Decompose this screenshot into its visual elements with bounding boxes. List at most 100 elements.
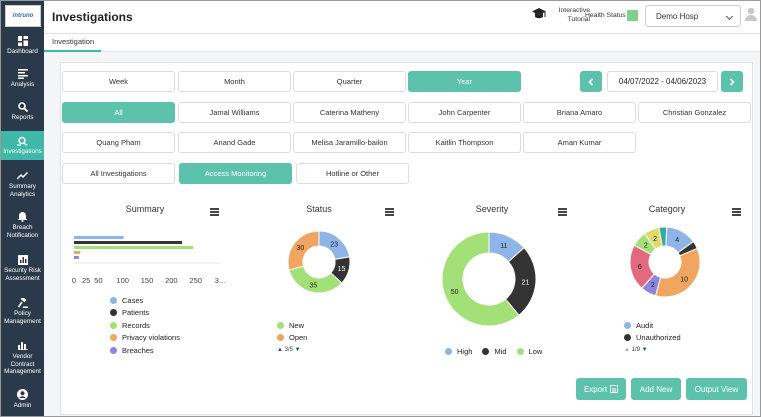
sidebar-item-analysis[interactable]: Analysis (1, 67, 44, 95)
slice-data-label: 35 (309, 282, 317, 289)
output-view-button[interactable]: Output View (686, 378, 747, 400)
status-legend-pager[interactable]: ▲ 3/5 ▼ (277, 347, 301, 353)
slice-data-label: 21 (521, 279, 529, 286)
legend-item-open[interactable]: Open (277, 332, 307, 345)
sidebar-item-admin[interactable]: Admin (1, 388, 44, 414)
chart-icon (17, 253, 28, 266)
summary-bar-chart: 0 25 50 100 150 200 250 3... (72, 236, 225, 285)
sidebar-item-investigations[interactable]: Investigations (1, 131, 44, 160)
legend-item-audit[interactable]: Audit (624, 319, 681, 332)
legend-item-mid[interactable]: Mid (482, 345, 507, 358)
period-quarter-button[interactable]: Quarter (293, 71, 406, 92)
category-menu-icon[interactable] (732, 208, 741, 216)
person-filter-button[interactable]: Aman Kumar (523, 132, 636, 153)
period-month-button[interactable]: Month (178, 71, 291, 92)
date-range-display[interactable]: 04/07/2022 - 04/06/2023 (607, 71, 718, 92)
sidebar-item-security-risk-assessment[interactable]: Security Risk Assessment (1, 253, 44, 287)
add-new-button[interactable]: Add New (631, 378, 681, 400)
hospital-select[interactable]: Demo Hosp (645, 5, 741, 27)
person-filter-button[interactable]: Anand Gade (178, 132, 291, 153)
hospital-select-value: Demo Hosp (656, 12, 699, 21)
status-donut-chart: 23 15 35 30 (287, 230, 351, 294)
legend-item-privacy-violations[interactable]: Privacy violations (110, 332, 180, 345)
health-status-label: Health Status (585, 12, 626, 19)
legend-item-breaches[interactable]: Breaches (110, 344, 180, 357)
type-hotline-button[interactable]: Hotline or Other (296, 163, 409, 184)
legend-item-unauthorized[interactable]: Unauthorized (624, 332, 681, 345)
status-chart-title: Status (306, 204, 332, 214)
export-button[interactable]: Export (576, 378, 626, 400)
interactive-tutorial-link[interactable]: Interactive Tutorial (558, 7, 590, 23)
analysis-icon (17, 67, 28, 80)
person-filter-button[interactable]: Caterina Matheny (293, 102, 406, 123)
person-filter-button[interactable]: Christian Gonzalez (638, 102, 751, 123)
summary-menu-icon[interactable] (210, 208, 219, 216)
x-tick-label: 3... (215, 276, 225, 285)
type-access-monitoring-button[interactable]: Access Monitoring (179, 163, 292, 184)
date-next-button[interactable] (721, 71, 743, 92)
category-legend: Audit Unauthorized (624, 319, 681, 344)
category-slice[interactable] (658, 226, 668, 247)
trend-icon (17, 169, 28, 182)
bar-cases[interactable] (74, 236, 124, 239)
severity-legend: High Mid Low (445, 345, 542, 358)
severity-slice[interactable] (442, 231, 520, 327)
search-icon (17, 100, 28, 113)
legend-item-cases[interactable]: Cases (110, 294, 180, 307)
sidebar-item-vendor-contract-management[interactable]: Vendor Contract Management (1, 339, 44, 381)
category-legend-pager[interactable]: ▲ 1/9 ▼ (624, 347, 648, 353)
slice-data-label: 30 (296, 245, 304, 252)
sidebar-item-dashboard[interactable]: Dashboard (1, 34, 44, 62)
slice-data-label: 2 (653, 236, 657, 243)
arrow-up-icon: ▲ (624, 347, 630, 353)
x-tick-label: 250 (189, 276, 202, 285)
chevron-down-icon (725, 12, 734, 21)
person-filter-button[interactable]: Jamal Williams (178, 102, 291, 123)
period-year-button[interactable]: Year (408, 71, 521, 92)
category-chart-title: Category (648, 204, 686, 214)
person-filter-button[interactable]: Briana Amaro (523, 102, 636, 123)
category-slice[interactable] (654, 247, 701, 298)
summary-legend: Cases Patients Records Privacy violation… (110, 294, 180, 357)
sidebar-item-breach-notification[interactable]: Breach Notification (1, 210, 44, 244)
severity-menu-icon[interactable] (558, 208, 567, 216)
status-menu-icon[interactable] (385, 208, 394, 216)
legend-item-high[interactable]: High (445, 345, 472, 358)
period-week-button[interactable]: Week (62, 71, 175, 92)
arrow-down-icon: ▼ (294, 347, 301, 353)
person-filter-all[interactable]: All (62, 102, 175, 123)
x-tick-label: 100 (116, 276, 129, 285)
person-filter-button[interactable]: Melisa Jaramillo-bailon (293, 132, 406, 153)
person-filter-button[interactable]: Kaitlin Thompson (408, 132, 521, 153)
bar-breaches[interactable] (74, 256, 79, 259)
slice-data-label: 11 (500, 243, 507, 250)
legend-item-patients[interactable]: Patients (110, 307, 180, 320)
admin-icon (17, 388, 28, 401)
sidebar-item-policy-management[interactable]: Policy Management (1, 296, 44, 330)
status-slice[interactable] (287, 230, 320, 271)
graduation-cap-icon[interactable] (532, 7, 546, 23)
user-avatar-icon[interactable] (745, 7, 757, 23)
sidebar-item-reports[interactable]: Reports (1, 100, 44, 128)
tab-investigation[interactable]: Investigation (44, 34, 101, 52)
dashboard-icon (17, 34, 28, 47)
slice-data-label: 2 (651, 282, 655, 289)
arrow-up-icon: ▲ (277, 347, 283, 353)
type-all-investigations-button[interactable]: All Investigations (62, 163, 175, 184)
person-filter-button[interactable]: John Carpenter (408, 102, 521, 123)
bar-privacy-violations[interactable] (74, 251, 81, 254)
x-tick-label: 0 (72, 276, 76, 285)
date-prev-button[interactable] (580, 71, 602, 92)
legend-item-records[interactable]: Records (110, 319, 180, 332)
legend-item-new[interactable]: New (277, 319, 307, 332)
bar-patients[interactable] (74, 241, 183, 244)
slice-data-label: 6 (638, 264, 642, 271)
sidebar-item-summary-analytics[interactable]: Summary Analytics (1, 169, 44, 203)
bar-chart-icon (17, 339, 28, 352)
bar-records[interactable] (74, 246, 194, 249)
person-filter-button[interactable]: Quang Pham (62, 132, 175, 153)
legend-item-low[interactable]: Low (516, 345, 542, 358)
page-title: Investigations (52, 10, 133, 24)
top-header: Investigations Interactive Tutorial Heal… (44, 1, 760, 34)
